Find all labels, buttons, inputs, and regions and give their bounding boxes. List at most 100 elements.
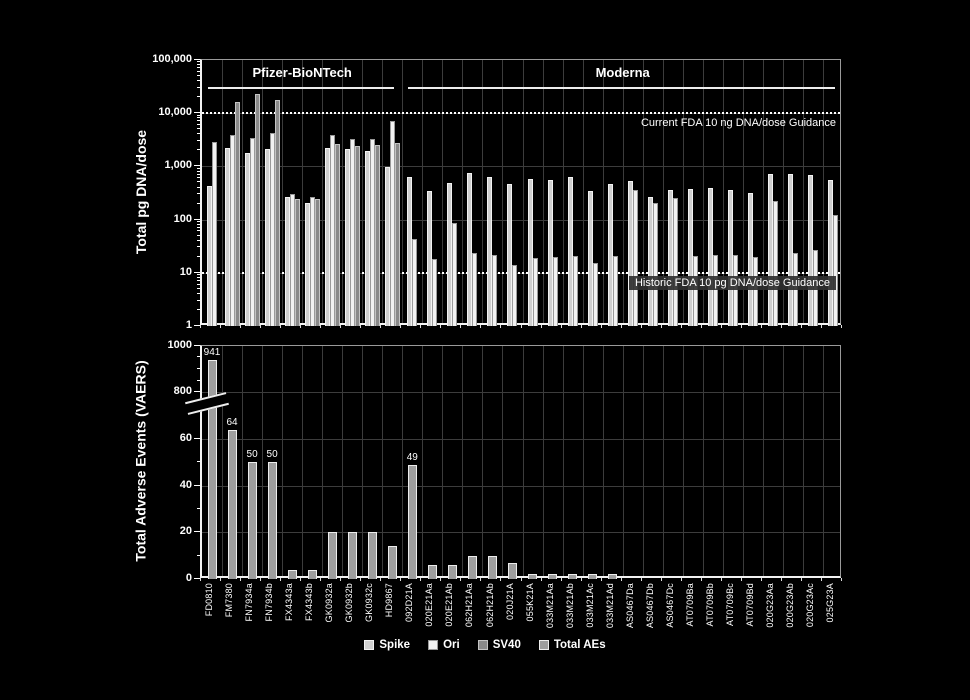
y-minor-tick: [197, 67, 200, 69]
gridline: [222, 60, 224, 323]
bar-spike-033M21Ac: [587, 191, 593, 326]
bar-ori-FM7380: [229, 135, 235, 326]
y-minor-tick: [197, 239, 200, 241]
y-minor-tick: [197, 356, 200, 358]
y-major-tick: [194, 325, 200, 326]
y-tick-label: 10,000: [158, 106, 192, 119]
bar-spike-062H21Ab: [487, 176, 493, 326]
x-tick: [480, 578, 482, 581]
x-tick: [300, 578, 302, 581]
bar-spike-AT0709Bd: [747, 192, 753, 326]
bar-spike-AT0709Ba: [687, 188, 693, 326]
x-tick: [760, 578, 762, 581]
bar-total-aes-055K21A: [528, 574, 538, 579]
gridline: [582, 60, 584, 323]
y-tick-label: 800: [173, 385, 192, 398]
gridline: [522, 346, 524, 576]
x-axis-label-033M21Ad: 033M21Ad: [604, 583, 615, 629]
y-minor-tick: [197, 124, 200, 125]
gridline: [422, 346, 424, 576]
y-minor-tick: [197, 368, 200, 369]
y-major-tick: [194, 438, 200, 439]
bar-ori-AS0467Db: [652, 203, 658, 326]
bar-ori-AT0709Bd: [752, 256, 758, 326]
bar-sv40-HD9867: [394, 142, 400, 326]
legend-item-ori: Ori: [428, 639, 460, 651]
x-tick: [720, 578, 722, 581]
gridline: [502, 60, 504, 323]
x-tick: [540, 578, 542, 581]
gridline: [762, 346, 764, 576]
x-axis-label-AT0709Ba: AT0709Ba: [684, 583, 695, 627]
y-major-tick: [194, 484, 200, 486]
y-major-tick: [194, 578, 200, 579]
x-tick: [420, 325, 422, 328]
x-tick: [560, 325, 562, 328]
y-tick-label: 100: [173, 212, 192, 225]
bar-spike-020G23Ab: [787, 173, 793, 326]
bar-spike-HD9867: [384, 166, 390, 326]
gridline: [602, 346, 604, 576]
bar-total-aes-FM7380: [227, 429, 237, 579]
fda-guidance-line: [202, 271, 840, 274]
historic-fda-guidance-label: Historic FDA 10 pg DNA/dose Guidance: [628, 275, 836, 290]
x-tick: [841, 578, 842, 581]
y-minor-tick: [197, 167, 200, 169]
gridline: [342, 60, 344, 323]
x-tick: [520, 578, 522, 581]
x-tick: [820, 325, 822, 328]
x-axis-label-033M21Ab: 033M21Ab: [564, 583, 575, 629]
y-major-tick: [194, 112, 200, 114]
x-tick: [600, 325, 602, 328]
gridline: [542, 60, 544, 323]
gridline: [462, 60, 464, 323]
x-tick: [580, 578, 582, 581]
bar-ori-033M21Ac: [592, 263, 598, 326]
y-major-tick: [194, 531, 200, 533]
y-major-tick: [194, 271, 200, 273]
y-tick-label: 20: [179, 525, 192, 538]
gridline: [462, 346, 464, 576]
y-minor-tick: [197, 283, 200, 285]
gridline: [282, 346, 284, 576]
gridline: [682, 60, 684, 323]
y-minor-tick: [197, 80, 200, 82]
y-minor-tick: [197, 221, 200, 222]
x-tick: [720, 325, 722, 328]
x-tick: [841, 325, 842, 328]
gridline: [722, 60, 724, 323]
x-tick: [780, 578, 782, 581]
y-minor-tick: [197, 61, 200, 63]
gridline: [702, 346, 704, 576]
gridline: [602, 60, 604, 323]
bar-sv40-FX4343b: [314, 198, 320, 326]
y-minor-tick: [197, 277, 200, 278]
bar-spike-AT0709Bb: [707, 187, 713, 326]
y-minor-tick: [197, 554, 200, 556]
x-tick: [600, 578, 602, 581]
y-major-tick: [194, 165, 200, 167]
bar-total-aes-020J21A: [507, 562, 517, 579]
legend-swatch: [364, 640, 375, 650]
gridline: [322, 60, 324, 323]
y-major-tick: [194, 218, 200, 220]
bar-spike-FM7380: [224, 147, 230, 326]
x-axis-label-FD0810: FD0810: [204, 583, 214, 617]
bar-spike-AS0467Db: [647, 197, 653, 326]
legend-item-spike: Spike: [364, 639, 410, 651]
gridline: [582, 346, 584, 576]
gridline: [402, 346, 404, 576]
gridline: [562, 346, 564, 576]
y-minor-tick: [197, 186, 200, 188]
x-tick: [220, 325, 222, 328]
x-tick: [240, 578, 242, 581]
x-tick: [440, 325, 442, 328]
bar-spike-FD0810: [207, 185, 213, 326]
x-tick: [340, 325, 342, 328]
gridline: [202, 439, 840, 440]
x-axis-label-020G23Aa: 020G23Aa: [764, 583, 775, 628]
gridline: [722, 346, 724, 576]
y-minor-tick: [197, 177, 200, 179]
x-tick: [360, 325, 362, 328]
gridline: [822, 60, 824, 323]
